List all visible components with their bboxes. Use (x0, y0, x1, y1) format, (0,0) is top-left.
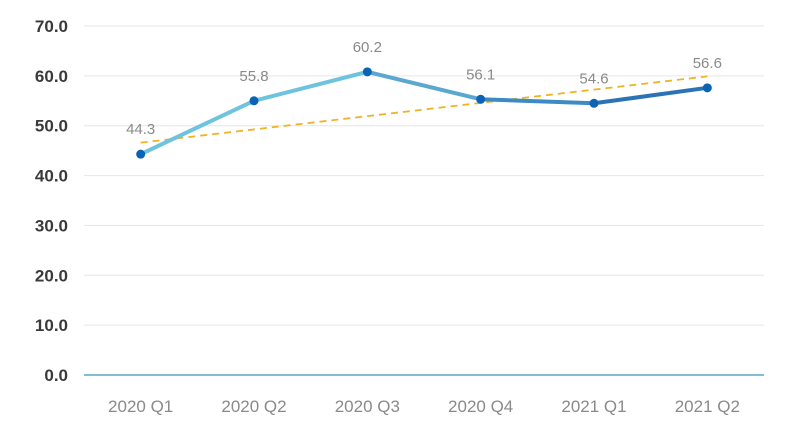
y-tick-label: 50.0 (35, 117, 68, 136)
data-label: 55.8 (239, 68, 268, 85)
data-labels: 44.3 55.8 60.2 56.1 54.6 56.6 (126, 39, 722, 138)
data-label: 54.6 (579, 70, 608, 87)
gridlines (84, 25, 764, 376)
data-point (702, 83, 712, 93)
y-tick-label: 0.0 (44, 366, 68, 385)
data-point (476, 94, 486, 104)
x-tick-label: 2020 Q1 (108, 397, 173, 416)
series-line-segment (138, 98, 256, 157)
series-markers (136, 67, 712, 159)
series-line-segment (478, 97, 596, 106)
y-tick-label: 20.0 (35, 266, 68, 285)
data-point (136, 149, 146, 159)
x-axis-ticks: 2020 Q1 2020 Q2 2020 Q3 2020 Q4 2021 Q1 2021 … (108, 397, 740, 416)
x-tick-label: 2021 Q2 (675, 397, 740, 416)
series-line-segment (592, 85, 710, 106)
data-point (249, 96, 259, 106)
data-point (362, 67, 372, 77)
data-label: 56.6 (693, 55, 722, 72)
y-tick-label: 30.0 (35, 216, 68, 235)
x-tick-label: 2020 Q3 (335, 397, 400, 416)
y-tick-label: 40.0 (35, 167, 68, 186)
x-tick-label: 2021 Q1 (561, 397, 626, 416)
data-label: 60.2 (353, 39, 382, 56)
data-point (589, 98, 599, 108)
data-label: 56.1 (466, 66, 495, 83)
series-line-segment (365, 69, 483, 102)
x-tick-label: 2020 Q2 (221, 397, 286, 416)
y-tick-label: 10.0 (35, 316, 68, 335)
y-axis-ticks: 0.0 10.0 20.0 30.0 40.0 50.0 60.0 70.0 (35, 17, 68, 385)
y-tick-label: 70.0 (35, 17, 68, 36)
data-label: 44.3 (126, 121, 155, 138)
series-line-segment (252, 69, 370, 103)
x-tick-label: 2020 Q4 (448, 397, 513, 416)
series-line (138, 69, 710, 157)
y-tick-label: 60.0 (35, 67, 68, 86)
